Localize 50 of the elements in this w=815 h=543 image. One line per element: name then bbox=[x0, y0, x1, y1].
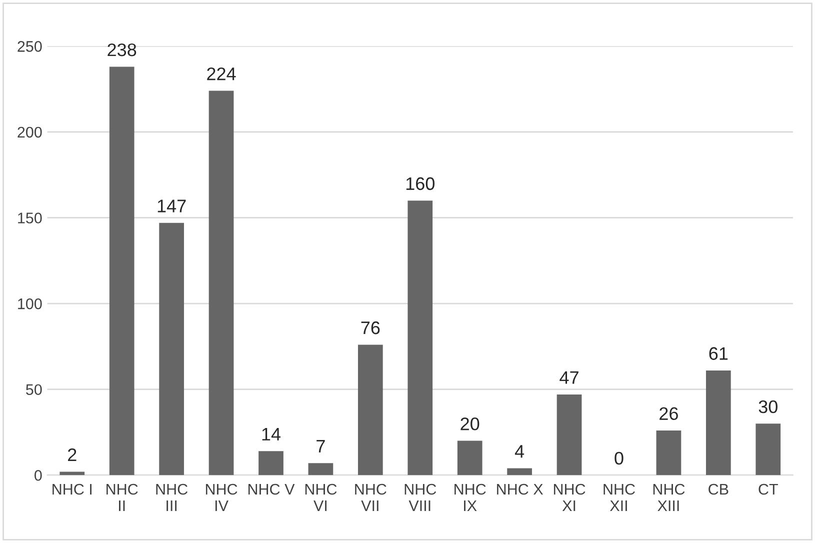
x-tick-label: NHC XI bbox=[554, 484, 586, 511]
bar bbox=[258, 451, 284, 476]
data-label: 147 bbox=[158, 200, 186, 212]
x-tick-label: CT bbox=[758, 484, 778, 495]
y-tick-label: 150 bbox=[18, 212, 42, 224]
bar bbox=[507, 468, 532, 476]
y-tick-label: 50 bbox=[26, 384, 42, 396]
bar bbox=[308, 463, 334, 476]
bar bbox=[706, 370, 731, 476]
data-label: 26 bbox=[660, 407, 678, 420]
x-tick-label: NHC XIII bbox=[653, 484, 685, 511]
data-label: 30 bbox=[758, 400, 778, 414]
x-tick-label: CB bbox=[708, 484, 728, 495]
x-tick-label: NHC IV bbox=[206, 484, 238, 511]
data-label: 4 bbox=[514, 445, 524, 458]
data-label: 61 bbox=[709, 347, 728, 360]
y-tick-label: 100 bbox=[18, 298, 42, 310]
y-tick-label: 250 bbox=[18, 41, 42, 52]
data-label: 160 bbox=[406, 177, 434, 190]
x-tick-label: NHC I bbox=[52, 484, 92, 495]
bar bbox=[556, 394, 582, 476]
bar bbox=[358, 344, 383, 476]
bar bbox=[109, 66, 134, 476]
data-label: 76 bbox=[361, 321, 380, 334]
x-tick-label: NHC IX bbox=[454, 484, 486, 511]
bar bbox=[457, 440, 482, 476]
y-tick-label: 200 bbox=[18, 126, 42, 138]
x-tick-label: NHC VI bbox=[305, 484, 337, 511]
data-label: 20 bbox=[460, 418, 480, 430]
bar bbox=[159, 222, 184, 476]
y-tick-label: 0 bbox=[34, 470, 42, 481]
bar bbox=[656, 430, 682, 476]
x-tick-label: NHC VIII bbox=[404, 484, 436, 511]
data-label: 0 bbox=[614, 452, 624, 465]
data-label: 14 bbox=[262, 428, 280, 440]
bar bbox=[408, 200, 433, 476]
data-label: 2 bbox=[68, 448, 76, 461]
data-label: 7 bbox=[316, 440, 325, 452]
bar bbox=[208, 90, 234, 476]
x-tick-label: NHC V bbox=[248, 484, 295, 495]
bar bbox=[756, 424, 781, 476]
data-label: 47 bbox=[560, 371, 578, 384]
x-tick-label: NHC X bbox=[497, 484, 544, 495]
x-tick-label: NHC XII bbox=[604, 484, 635, 511]
x-tick-label: NHC VII bbox=[355, 484, 386, 511]
x-tick-label: NHC II bbox=[106, 484, 138, 511]
bar bbox=[60, 472, 85, 476]
data-label: 238 bbox=[108, 43, 136, 56]
x-tick-label: NHC III bbox=[156, 484, 188, 511]
data-label: 224 bbox=[207, 67, 236, 80]
